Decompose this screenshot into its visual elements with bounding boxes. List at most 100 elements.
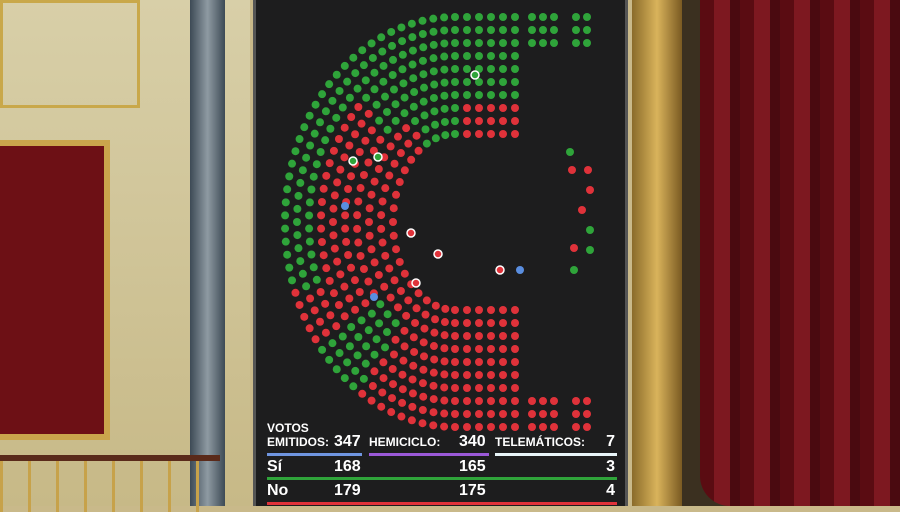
seat — [336, 165, 345, 174]
seat — [341, 211, 350, 220]
seat — [353, 84, 362, 93]
seat — [408, 60, 417, 69]
seat — [528, 423, 536, 431]
seat — [393, 303, 402, 312]
seat — [389, 218, 397, 226]
seat — [398, 37, 407, 46]
seat — [440, 65, 449, 74]
seat — [348, 156, 358, 166]
seat — [388, 394, 397, 403]
seat — [463, 319, 471, 327]
seat — [350, 276, 359, 285]
seat — [451, 332, 459, 340]
seat — [325, 355, 334, 364]
seat — [340, 61, 349, 70]
seat — [377, 211, 386, 220]
seat — [295, 135, 304, 144]
seat — [340, 282, 349, 291]
seat — [395, 257, 404, 266]
seat — [333, 178, 342, 187]
seat — [281, 224, 290, 233]
seat — [429, 40, 438, 49]
seat — [361, 136, 370, 145]
seat — [321, 328, 330, 337]
seat — [298, 269, 307, 278]
seat — [370, 85, 379, 94]
seat — [298, 166, 307, 175]
seat — [568, 166, 576, 174]
seat — [377, 402, 386, 411]
seat — [328, 339, 337, 348]
seat — [389, 231, 398, 240]
seat — [408, 402, 417, 411]
seat — [487, 117, 495, 125]
seat — [475, 358, 483, 366]
seat — [475, 423, 483, 431]
seat — [487, 130, 495, 138]
seat — [586, 226, 594, 234]
seat — [410, 88, 419, 97]
no-bar — [267, 502, 617, 505]
seat — [383, 328, 392, 337]
seat — [440, 39, 449, 48]
red-curtain — [700, 0, 900, 506]
seat — [364, 277, 373, 286]
seat — [342, 237, 351, 246]
seat — [376, 135, 385, 144]
seat — [359, 61, 368, 70]
seat — [316, 147, 325, 156]
seat — [451, 306, 459, 314]
seat — [326, 124, 335, 133]
seat — [511, 52, 519, 60]
seat — [539, 423, 547, 431]
seat — [302, 282, 311, 291]
seat — [400, 342, 409, 351]
seat — [451, 52, 459, 60]
seat — [411, 318, 420, 327]
seat — [440, 26, 449, 35]
seat — [330, 244, 339, 253]
seat — [372, 100, 381, 109]
seat — [288, 159, 297, 168]
seat — [487, 52, 495, 60]
seat — [475, 91, 483, 99]
seat — [440, 370, 449, 379]
seat — [374, 165, 383, 174]
seat — [429, 368, 438, 377]
seat — [451, 358, 459, 366]
seat — [429, 93, 438, 102]
no-label: No — [267, 482, 289, 499]
seat — [463, 130, 471, 138]
seat — [386, 142, 395, 151]
seat — [409, 74, 418, 83]
seat — [375, 116, 384, 125]
seat — [440, 91, 449, 100]
seat — [347, 263, 356, 272]
seat — [389, 204, 398, 213]
seat — [305, 324, 314, 333]
seat — [390, 350, 398, 359]
seat — [399, 79, 408, 88]
seat — [404, 139, 413, 148]
seat — [370, 293, 378, 301]
seat — [451, 39, 459, 47]
seat — [312, 160, 321, 169]
seat — [499, 130, 507, 138]
seat — [329, 231, 338, 240]
seat — [430, 328, 439, 337]
seat — [332, 322, 341, 331]
seat — [325, 159, 334, 168]
seat — [475, 78, 483, 86]
seat — [329, 204, 338, 213]
seat — [408, 375, 417, 384]
seat — [340, 153, 349, 162]
seat — [463, 91, 471, 99]
seat — [300, 312, 309, 321]
seat — [321, 299, 330, 308]
seat — [410, 347, 419, 356]
seat — [583, 397, 591, 405]
seat — [440, 344, 449, 353]
seat — [351, 130, 360, 139]
seat — [396, 149, 405, 158]
seat — [281, 237, 290, 246]
